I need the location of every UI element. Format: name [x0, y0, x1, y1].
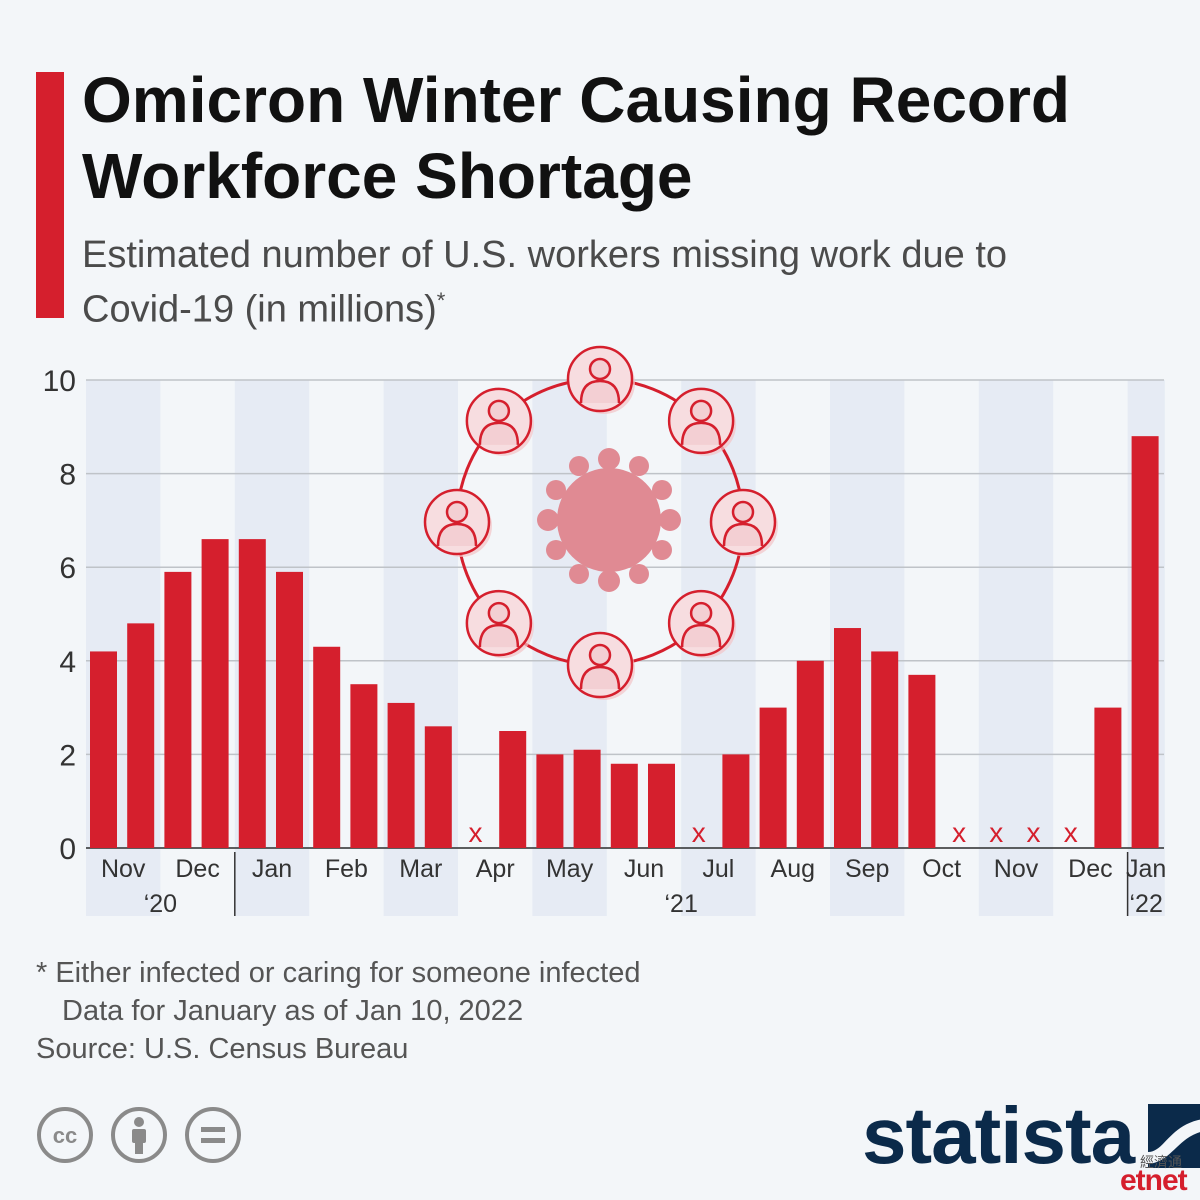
x-month-label: May	[546, 855, 594, 883]
bar	[164, 571, 192, 848]
bar	[834, 628, 861, 848]
license-icons: cc	[36, 1106, 242, 1164]
footnote: * Either infected or caring for someone …	[36, 954, 836, 1030]
missing-data-marker: x	[692, 817, 706, 848]
x-month-label: Dec	[1068, 855, 1112, 883]
worker-icon	[566, 345, 635, 414]
y-tick-label: 4	[59, 646, 76, 679]
bar	[127, 623, 155, 848]
x-month-label: Jan	[252, 855, 292, 883]
attribution-icon[interactable]	[110, 1106, 168, 1164]
x-month-label: Oct	[922, 855, 961, 883]
worker-icon	[566, 631, 635, 700]
y-tick-label: 10	[43, 365, 76, 398]
missing-data-marker: x	[1027, 817, 1041, 848]
worker-icon	[667, 387, 737, 456]
bar	[796, 660, 824, 848]
svg-text:cc: cc	[53, 1123, 77, 1148]
source-note: Source: U.S. Census Bureau	[36, 1033, 409, 1065]
x-month-label: Mar	[399, 855, 442, 883]
x-month-label: Aug	[771, 855, 815, 883]
statista-wordmark: statista	[862, 1091, 1135, 1180]
x-month-label: Nov	[101, 855, 146, 883]
worker-icon	[709, 488, 778, 557]
x-month-label: Nov	[994, 855, 1039, 883]
footnote-line-2: Data for January as of Jan 10, 2022	[62, 995, 524, 1027]
virus-worker-illustration	[423, 345, 778, 700]
statista-logo-icon	[1148, 1104, 1200, 1168]
worker-icon	[465, 589, 534, 659]
bar	[1094, 707, 1122, 848]
watermark-chinese: 經濟通	[1140, 1155, 1182, 1171]
bar	[350, 684, 378, 848]
worker-icon	[423, 488, 492, 557]
missing-data-marker: x	[989, 817, 1003, 848]
creative-commons-icon[interactable]: cc	[36, 1106, 94, 1164]
x-axis: Nov Dec Jan Feb Mar Apr May Jun Jul Aug Sep Oct Nov D…	[101, 852, 1166, 918]
virus-icon	[537, 448, 681, 592]
subtitle-text: Estimated number of U.S. workers missing…	[82, 234, 1008, 331]
y-tick-label: 2	[59, 739, 76, 772]
x-month-label: Jan	[1126, 855, 1166, 883]
x-year-label: ‘22	[1130, 890, 1163, 918]
no-derivatives-icon[interactable]	[184, 1106, 242, 1164]
x-month-label: Jul	[702, 855, 734, 883]
bar	[276, 571, 303, 848]
bar	[90, 651, 117, 848]
y-tick-label: 8	[59, 459, 76, 492]
bar	[313, 646, 341, 848]
missing-data-marker: x	[469, 817, 483, 848]
worker-icons	[423, 345, 778, 700]
bar	[648, 763, 675, 848]
title-accent-bar	[36, 72, 64, 318]
x-month-label: Apr	[476, 855, 515, 883]
bar	[499, 731, 527, 848]
bar	[908, 674, 936, 848]
bar	[871, 651, 899, 848]
bar	[387, 702, 415, 848]
bar	[536, 754, 564, 848]
chart-subtitle: Estimated number of U.S. workers missing…	[82, 232, 1042, 333]
bar	[201, 539, 229, 848]
statista-brand[interactable]: statista	[862, 1090, 1200, 1182]
x-year-label: ‘21	[665, 890, 698, 918]
bar	[238, 539, 266, 848]
chart-title: Omicron Winter Causing Record Workforce …	[82, 64, 1070, 212]
bar	[759, 707, 787, 848]
footnote-line-1: * Either infected or caring for someone …	[36, 957, 641, 989]
missing-data-marker: x	[952, 817, 966, 848]
y-tick-label: 6	[59, 552, 76, 585]
bar	[1131, 436, 1159, 848]
x-month-label: Jun	[624, 855, 664, 883]
missing-data-marker: x	[1064, 817, 1078, 848]
watermark-etnet: etnet	[1120, 1164, 1188, 1197]
x-month-label: Feb	[325, 855, 368, 883]
subtitle-footnote-mark: *	[436, 288, 446, 313]
bar	[722, 754, 750, 848]
y-axis: 0 2 4 6 8 10	[43, 365, 1164, 866]
y-tick-label: 0	[59, 833, 76, 866]
worker-icon	[667, 589, 737, 659]
bar	[424, 726, 452, 848]
month-band	[978, 380, 1054, 916]
bar	[573, 749, 601, 848]
x-month-label: Sep	[845, 855, 889, 883]
worker-icon	[465, 387, 534, 456]
x-year-label: ‘20	[144, 890, 177, 918]
x-month-label: Dec	[175, 855, 219, 883]
bar	[610, 763, 638, 848]
